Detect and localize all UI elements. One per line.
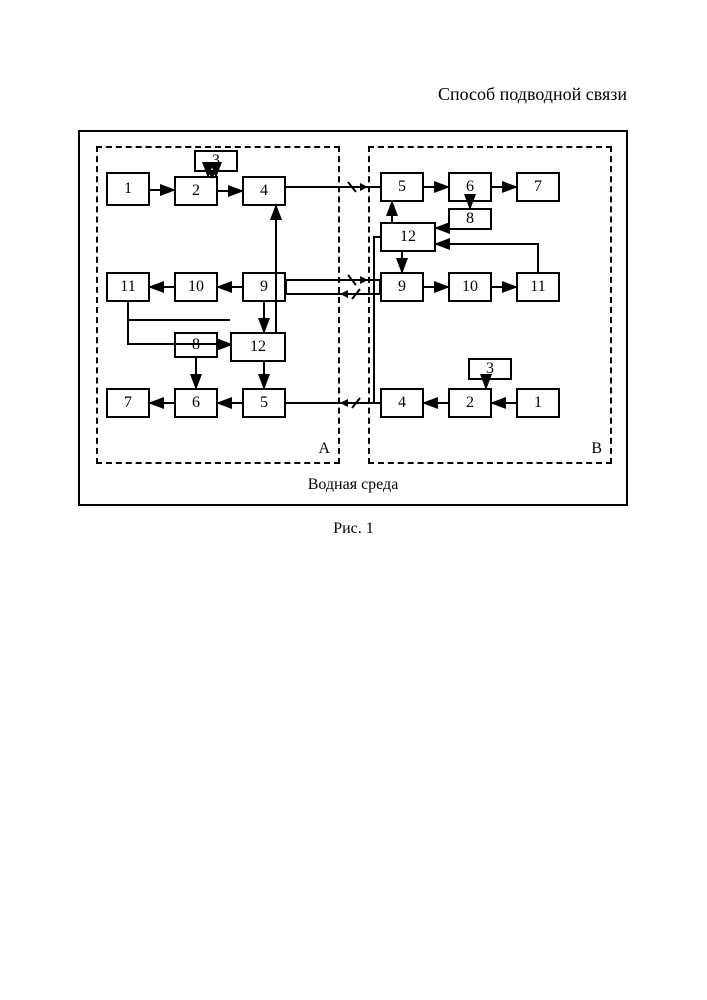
medium-label: Водная среда (80, 476, 626, 494)
page-root: Способ подводной связи A B 1 3 2 4 11 10… (0, 0, 707, 1000)
page-title: Способ подводной связи (0, 84, 707, 105)
arrows-layer (80, 132, 626, 504)
outer-frame: A B 1 3 2 4 11 10 9 8 12 7 6 5 5 6 7 8 1… (78, 130, 628, 506)
figure-caption: Рис. 1 (0, 520, 707, 538)
